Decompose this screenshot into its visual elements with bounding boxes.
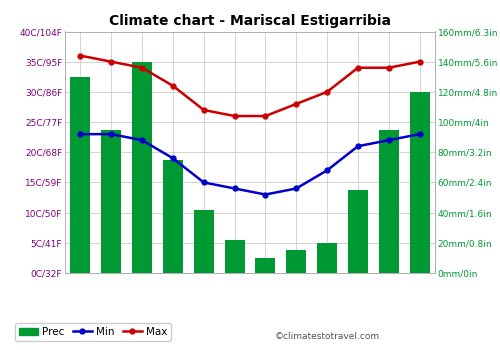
Bar — [70, 77, 90, 273]
Bar — [101, 130, 121, 273]
Bar — [224, 240, 244, 273]
Bar — [163, 160, 183, 273]
Text: ©climatestotravel.com: ©climatestotravel.com — [275, 332, 380, 341]
Bar — [317, 243, 337, 273]
Bar — [132, 62, 152, 273]
Title: Climate chart - Mariscal Estigarribia: Climate chart - Mariscal Estigarribia — [109, 14, 391, 28]
Legend: Prec, Min, Max: Prec, Min, Max — [15, 323, 171, 341]
Bar — [348, 190, 368, 273]
Bar — [410, 92, 430, 273]
Bar — [378, 130, 399, 273]
Bar — [256, 258, 276, 273]
Bar — [194, 210, 214, 273]
Bar — [286, 250, 306, 273]
